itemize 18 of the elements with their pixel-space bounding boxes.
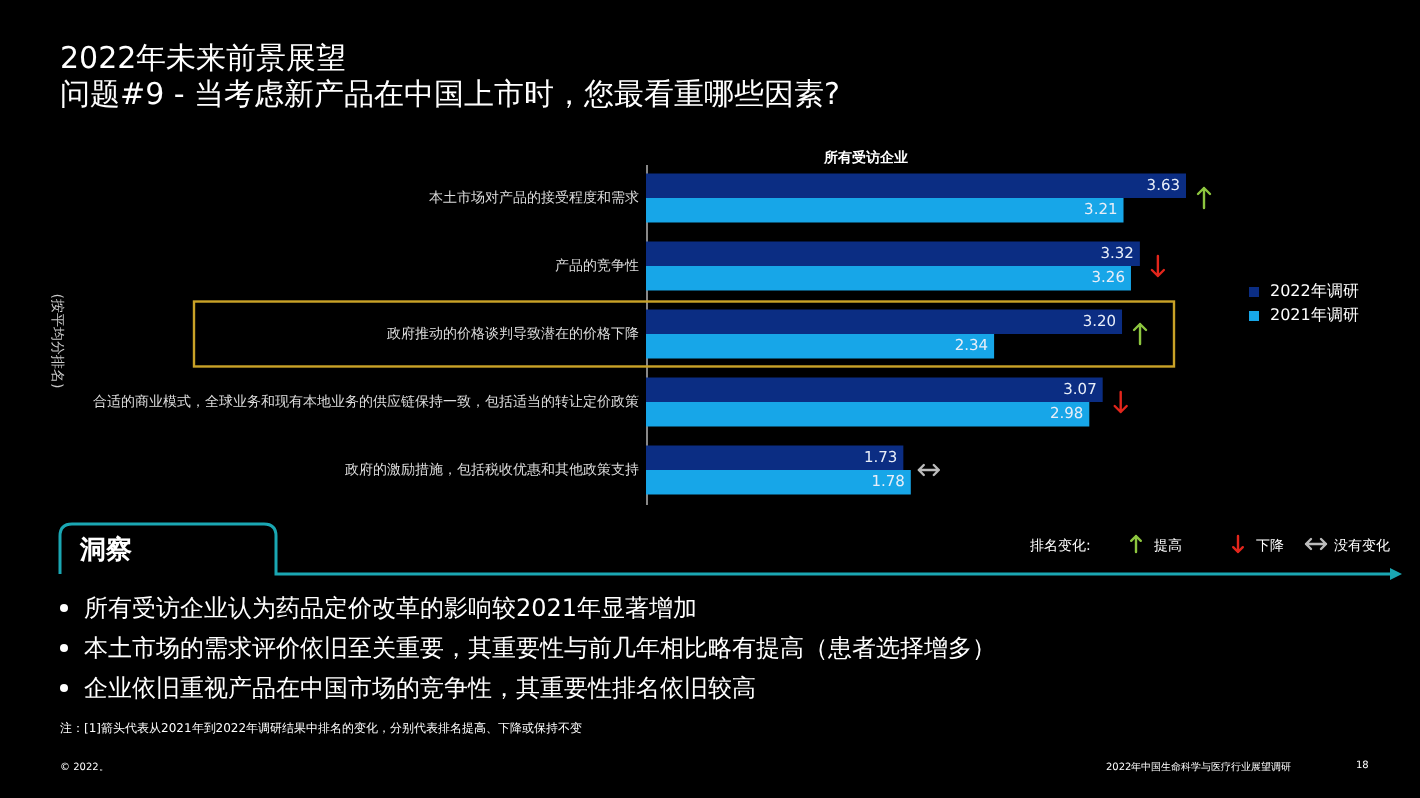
bar — [646, 309, 1123, 334]
text: 本土市场的需求评价依旧至关重要，其重要性与前几年相比略有提高（患者选择增多） — [84, 632, 996, 666]
text: 洞察 — [80, 533, 132, 568]
bar — [646, 334, 995, 359]
bar — [646, 470, 911, 495]
bar — [646, 198, 1124, 223]
bar — [646, 377, 1103, 402]
legend-label: 2021年调研 — [1270, 306, 1359, 324]
bar — [646, 402, 1090, 427]
bar — [646, 241, 1140, 266]
legend-label: 2022年调研 — [1270, 282, 1359, 300]
bar — [646, 173, 1186, 198]
chart-subtitle: 问题#9 - 当考虑新产品在中国上市时，您最看重哪些因素? — [60, 76, 841, 114]
bar — [646, 445, 904, 470]
bar — [646, 266, 1131, 291]
text: 所有受访企业认为药品定价改革的影响较2021年显著增加 — [84, 592, 698, 626]
text: 企业依旧重视产品在中国市场的竞争性，其重要性排名依旧较高 — [84, 672, 756, 706]
text: 2022年未来前景展望 — [60, 40, 347, 78]
